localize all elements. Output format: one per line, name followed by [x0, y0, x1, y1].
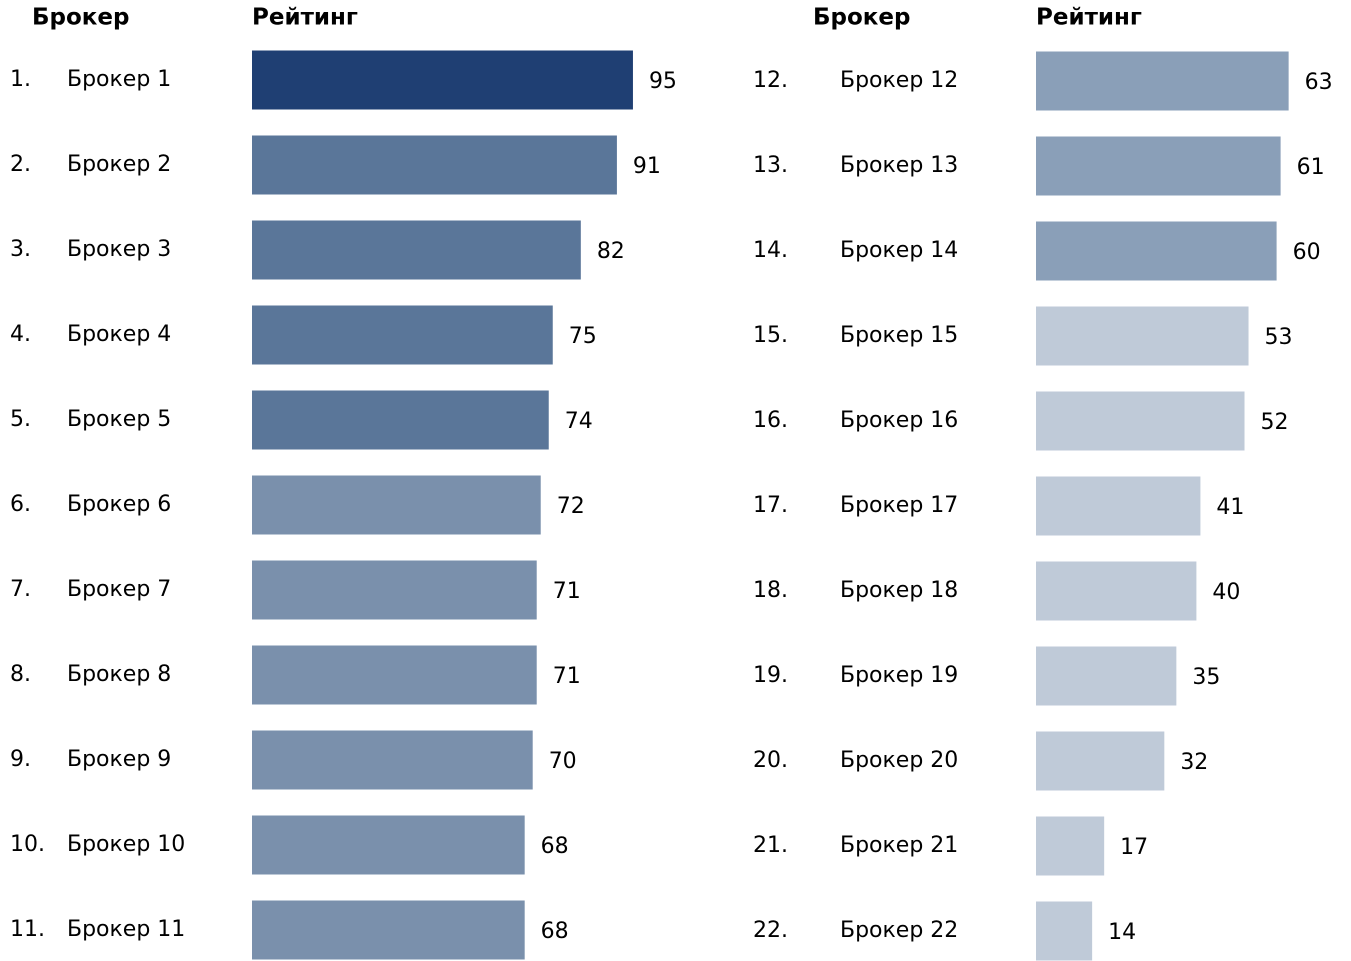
value-label: 68: [541, 919, 569, 944]
bar: [1036, 306, 1249, 366]
rank-label: 3.: [10, 237, 31, 262]
bar: [252, 220, 581, 280]
value-label: 72: [557, 494, 585, 519]
rank-label: 17.: [753, 493, 788, 518]
bar: [252, 815, 525, 875]
bar: [1036, 136, 1281, 196]
value-label: 74: [565, 409, 593, 434]
value-label: 35: [1192, 665, 1220, 690]
bar: [1036, 221, 1277, 281]
rank-label: 10.: [10, 832, 45, 857]
category-label: Брокер 7: [67, 577, 171, 602]
bar: [252, 475, 541, 535]
bar: [252, 135, 617, 195]
rank-label: 20.: [753, 748, 788, 773]
category-label: Брокер 9: [67, 747, 171, 772]
value-label: 75: [569, 324, 597, 349]
bar: [1036, 391, 1245, 451]
value-label: 60: [1293, 240, 1321, 265]
rank-label: 19.: [753, 663, 788, 688]
value-label: 71: [553, 579, 581, 604]
column-header: Рейтинг: [1036, 5, 1142, 31]
category-label: Брокер 17: [840, 493, 958, 518]
rank-label: 18.: [753, 578, 788, 603]
rank-label: 14.: [753, 238, 788, 263]
bar: [252, 560, 537, 620]
value-label: 91: [633, 154, 661, 179]
category-label: Брокер 15: [840, 323, 958, 348]
rank-label: 5.: [10, 407, 31, 432]
value-label: 52: [1261, 410, 1289, 435]
category-label: Брокер 6: [67, 492, 171, 517]
category-label: Брокер 11: [67, 917, 185, 942]
rank-label: 8.: [10, 662, 31, 687]
bar: [252, 390, 549, 450]
rank-label: 16.: [753, 408, 788, 433]
category-label: Брокер 1: [67, 67, 171, 92]
bar: [252, 50, 633, 110]
column-header: Брокер: [32, 5, 129, 31]
category-label: Брокер 22: [840, 918, 958, 943]
category-label: Брокер 2: [67, 152, 171, 177]
rank-label: 22.: [753, 918, 788, 943]
value-label: 95: [649, 69, 677, 94]
value-label: 41: [1216, 495, 1244, 520]
value-label: 40: [1212, 580, 1240, 605]
bar: [1036, 561, 1197, 621]
column-header: Рейтинг: [252, 5, 358, 31]
rank-label: 12.: [753, 68, 788, 93]
category-label: Брокер 18: [840, 578, 958, 603]
category-label: Брокер 21: [840, 833, 958, 858]
category-label: Брокер 4: [67, 322, 171, 347]
bar: [1036, 646, 1177, 706]
category-label: Брокер 10: [67, 832, 185, 857]
rank-label: 4.: [10, 322, 31, 347]
category-label: Брокер 8: [67, 662, 171, 687]
category-label: Брокер 20: [840, 748, 958, 773]
value-label: 17: [1120, 835, 1148, 860]
bar: [252, 900, 525, 960]
rank-label: 6.: [10, 492, 31, 517]
rank-label: 7.: [10, 577, 31, 602]
bar: [252, 645, 537, 705]
category-label: Брокер 5: [67, 407, 171, 432]
bar: [1036, 816, 1105, 876]
category-label: Брокер 14: [840, 238, 958, 263]
value-label: 53: [1265, 325, 1293, 350]
column-header: Брокер: [813, 5, 910, 31]
rank-label: 9.: [10, 747, 31, 772]
category-label: Брокер 13: [840, 153, 958, 178]
rank-label: 2.: [10, 152, 31, 177]
value-label: 32: [1180, 750, 1208, 775]
category-label: Брокер 12: [840, 68, 958, 93]
rank-label: 21.: [753, 833, 788, 858]
value-label: 61: [1297, 155, 1325, 180]
value-label: 63: [1305, 70, 1333, 95]
value-label: 71: [553, 664, 581, 689]
value-label: 14: [1108, 920, 1136, 945]
bar: [1036, 51, 1289, 111]
rank-label: 15.: [753, 323, 788, 348]
bar: [252, 305, 553, 365]
category-label: Брокер 3: [67, 237, 171, 262]
bar: [1036, 476, 1201, 536]
rank-label: 1.: [10, 67, 31, 92]
category-label: Брокер 16: [840, 408, 958, 433]
bar: [1036, 901, 1093, 961]
value-label: 70: [549, 749, 577, 774]
category-label: Брокер 19: [840, 663, 958, 688]
value-label: 82: [597, 239, 625, 264]
bar: [252, 730, 533, 790]
rank-label: 11.: [10, 917, 45, 942]
value-label: 68: [541, 834, 569, 859]
bar: [1036, 731, 1165, 791]
rank-label: 13.: [753, 153, 788, 178]
